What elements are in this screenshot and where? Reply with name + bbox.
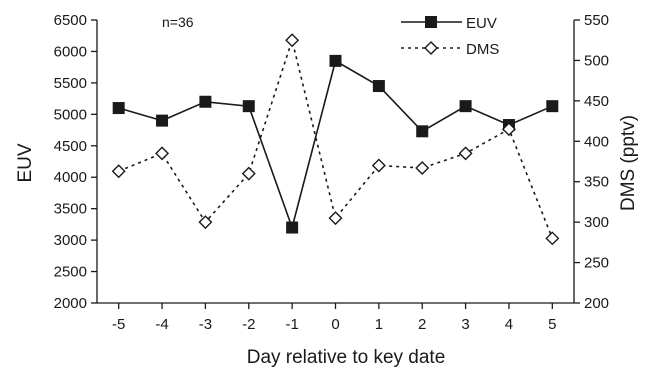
y-left-tick-label: 3500 [54,201,87,218]
x-tick-label: 2 [418,316,426,333]
x-tick-label: 1 [375,316,383,333]
y-left-tick-label: 5500 [54,75,87,92]
data-point-dms [371,158,386,173]
data-point-euv [546,100,559,113]
y-right-tick-label: 450 [584,93,609,110]
y-right-tick-label: 500 [584,52,609,69]
data-point-dms [458,146,473,161]
data-point-dms [415,160,430,175]
y-left-axis-title: EUV [15,143,36,182]
y-right-tick-label: 200 [584,295,609,312]
y-right-tick-label: 550 [584,12,609,29]
y-left-tick-label: 3000 [54,232,87,249]
series-line-euv [118,59,553,231]
y-right-tick-label: 300 [584,214,609,231]
labels-layer: n=36 Day relative to key date EUV DMS (p… [15,12,639,368]
legend: EUV DMS [401,15,499,58]
data-point-dms [328,211,343,226]
y-left-tick-label: 6000 [54,43,87,60]
y-left-tick-label: 4500 [54,138,87,155]
y-left-tick-label: 2000 [54,295,87,312]
data-point-euv [156,114,169,127]
data-point-euv [329,54,342,67]
data-point-dms [155,146,170,161]
y-left-tick-label: 2500 [54,264,87,281]
data-point-euv [242,100,255,113]
legend-label-dms: DMS [466,41,499,58]
y-left-tick-label: 6500 [54,12,87,29]
data-point-dms [285,33,300,48]
y-left-tick-label: 4000 [54,169,87,186]
x-tick-label: -3 [199,316,212,333]
data-point-dms [198,215,213,230]
y-right-axis-title: DMS (pptv) [618,115,639,211]
x-tick-label: -2 [242,316,255,333]
series-lines-layer [118,37,554,239]
x-tick-label: 0 [331,316,339,333]
legend-marker-euv [425,16,437,28]
y-right-tick-label: 350 [584,174,609,191]
legend-label-euv: EUV [466,15,497,32]
series-markers-layer [111,33,560,246]
data-point-euv [459,100,472,113]
data-point-euv [372,80,385,93]
x-tick-label: 5 [548,316,556,333]
x-axis-title: Day relative to key date [247,347,446,368]
x-tick-label: -1 [285,316,298,333]
y-right-tick-label: 400 [584,133,609,150]
data-point-euv [199,95,212,108]
data-point-dms [111,164,126,179]
y-left-tick-label: 5000 [54,106,87,123]
x-tick-label: -5 [112,316,125,333]
data-point-dms [501,122,516,137]
data-point-dms [545,231,560,246]
annotation-n: n=36 [162,14,194,30]
data-point-dms [241,166,256,181]
data-point-euv [416,125,429,138]
data-point-euv [286,221,299,234]
axes-layer [91,19,580,309]
x-tick-label: 3 [461,316,469,333]
series-line-dms [118,37,554,239]
data-point-euv [112,102,125,115]
x-tick-label: -4 [155,316,168,333]
legend-marker-dms [424,41,438,55]
x-tick-label: 4 [505,316,513,333]
y-right-tick-label: 250 [584,255,609,272]
